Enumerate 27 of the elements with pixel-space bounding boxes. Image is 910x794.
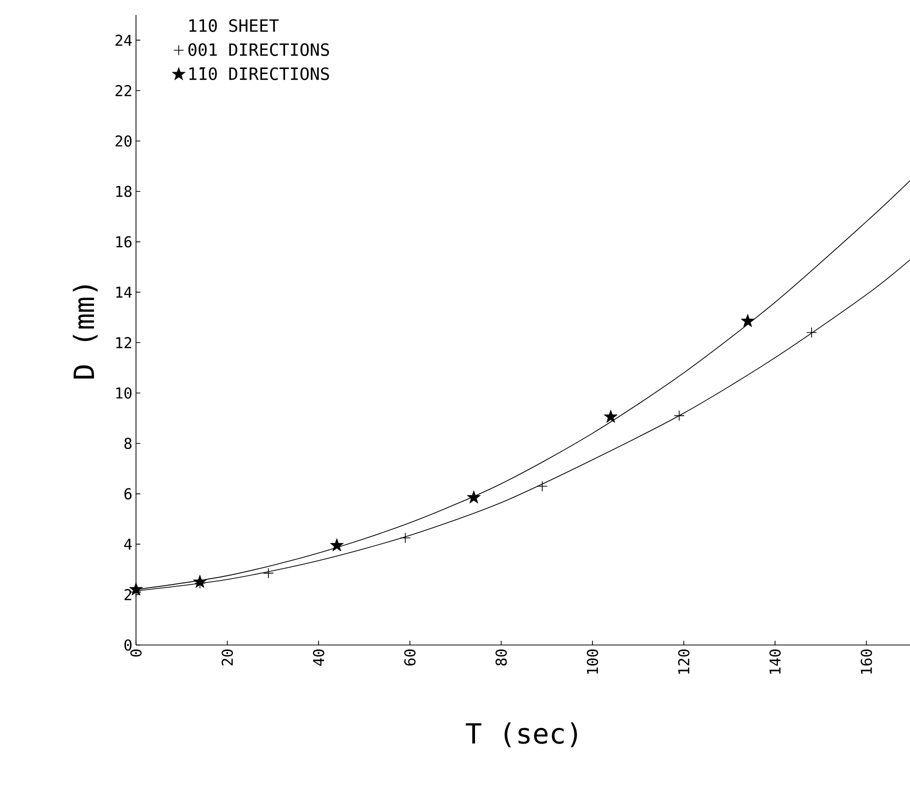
x-axis-title: T (sec) [466, 722, 577, 748]
y-tick-label: 8 [124, 438, 132, 450]
y-tick-label: 16 [116, 236, 132, 248]
y-tick-label: 14 [116, 286, 132, 298]
legend-label: 1̄10 DIRECTIONS [189, 67, 329, 80]
y-tick-label: 18 [116, 186, 132, 198]
x-tick-label: 0 [130, 650, 142, 657]
y-tick-label: 6 [124, 488, 132, 500]
y-tick-label: 0 [124, 639, 132, 651]
x-tick-label: 160 [860, 650, 872, 674]
x-tick-label: 20 [222, 650, 233, 666]
x-tick-label: 80 [496, 650, 507, 666]
legend-title: 110 SHEET [189, 19, 279, 32]
x-tick-label: 120 [678, 650, 690, 674]
y-tick-label: 2 [124, 589, 132, 600]
x-tick-label: 40 [312, 650, 324, 666]
y-tick-label: 12 [116, 337, 132, 348]
y-tick-label: 10 [116, 387, 132, 399]
x-tick-label: 60 [404, 650, 416, 666]
y-tick-label: 20 [116, 135, 132, 147]
y-axis-title: D (mm) [72, 285, 98, 379]
y-tick-label: 4 [124, 538, 132, 550]
y-tick-label: 24 [116, 34, 132, 46]
y-tick-label: 22 [116, 85, 132, 96]
x-tick-label: 140 [769, 650, 781, 674]
legend-label: 001 DIRECTIONS [188, 43, 329, 56]
x-tick-label: 100 [586, 650, 598, 674]
